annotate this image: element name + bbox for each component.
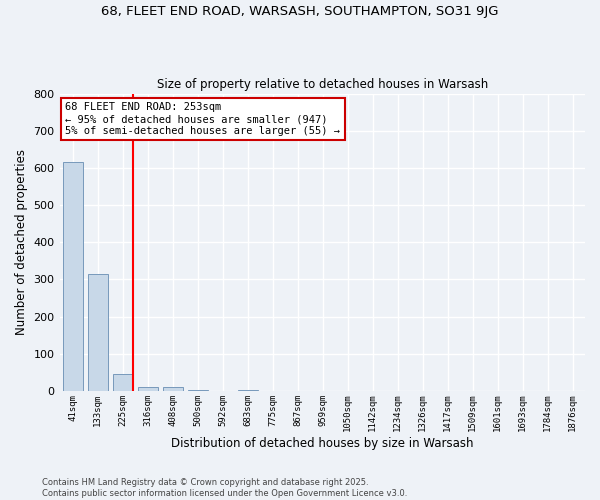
Title: Size of property relative to detached houses in Warsash: Size of property relative to detached ho… bbox=[157, 78, 488, 91]
Bar bbox=[138, 388, 158, 391]
Bar bbox=[113, 374, 133, 391]
Bar bbox=[188, 390, 208, 391]
Text: Contains HM Land Registry data © Crown copyright and database right 2025.
Contai: Contains HM Land Registry data © Crown c… bbox=[42, 478, 407, 498]
Bar bbox=[163, 388, 182, 391]
Text: 68 FLEET END ROAD: 253sqm
← 95% of detached houses are smaller (947)
5% of semi-: 68 FLEET END ROAD: 253sqm ← 95% of detac… bbox=[65, 102, 340, 136]
Bar bbox=[88, 274, 108, 391]
X-axis label: Distribution of detached houses by size in Warsash: Distribution of detached houses by size … bbox=[172, 437, 474, 450]
Bar bbox=[238, 390, 257, 391]
Text: 68, FLEET END ROAD, WARSASH, SOUTHAMPTON, SO31 9JG: 68, FLEET END ROAD, WARSASH, SOUTHAMPTON… bbox=[101, 5, 499, 18]
Y-axis label: Number of detached properties: Number of detached properties bbox=[15, 150, 28, 336]
Bar bbox=[63, 162, 83, 391]
